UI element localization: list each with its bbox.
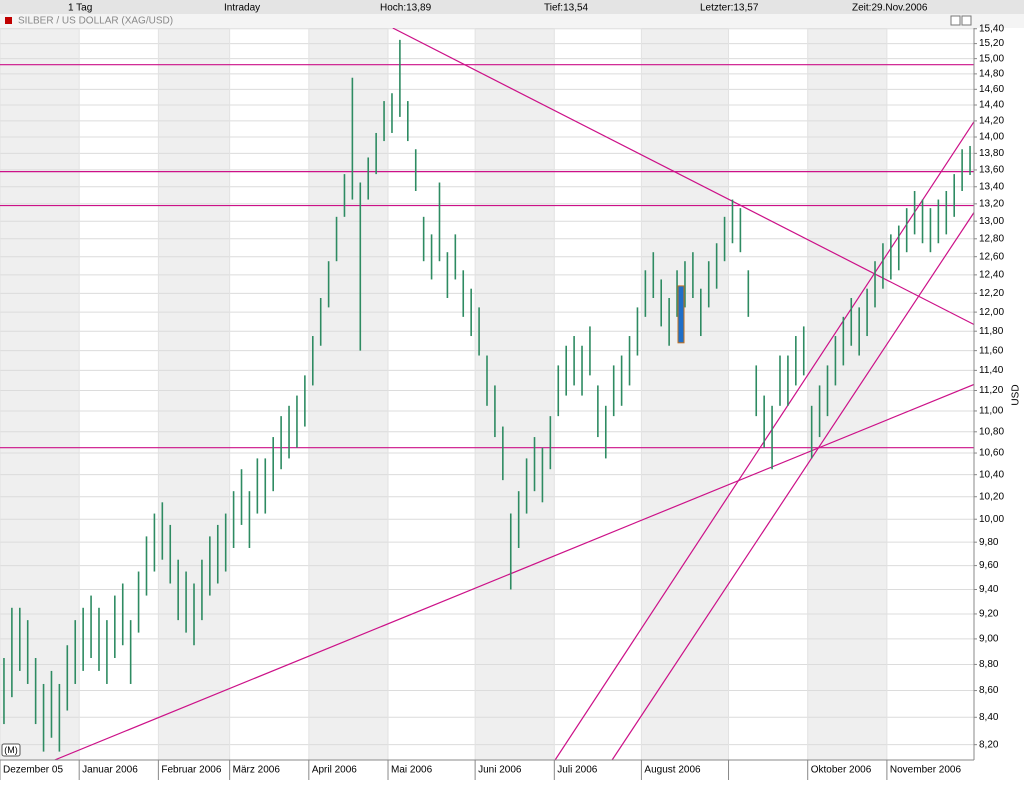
x-tick-label: Oktober 2006	[811, 765, 872, 776]
y-tick-label: 9,20	[979, 609, 999, 620]
y-tick-label: 8,40	[979, 712, 999, 723]
y-tick-label: 8,20	[979, 739, 999, 750]
y-tick-label: 11,60	[979, 345, 1004, 356]
clipped-plot	[0, 28, 974, 760]
y-tick-label: 10,20	[979, 491, 1004, 502]
y-tick-label: 13,00	[979, 216, 1004, 227]
month-band	[475, 28, 555, 760]
trend-line	[54, 383, 974, 760]
y-tick-label: 11,20	[979, 385, 1004, 396]
y-tick-label: 10,80	[979, 426, 1004, 437]
window-button[interactable]	[950, 15, 961, 26]
y-tick-label: 12,20	[979, 288, 1004, 299]
month-band	[308, 28, 389, 760]
y-tick-label: 14,40	[979, 100, 1004, 111]
corner-box	[1, 743, 21, 757]
y-tick-label: 10,00	[979, 514, 1004, 525]
x-tick-label: Juli 2006	[557, 765, 597, 776]
header-mode: Intraday	[224, 3, 260, 14]
x-tick-label: Januar 2006	[82, 765, 138, 776]
header-high: Hoch:13,89	[380, 3, 432, 14]
close-button[interactable]	[961, 15, 972, 26]
x-tick-label: Februar 2006	[161, 765, 221, 776]
y-tick-label: 14,20	[979, 116, 1004, 127]
header-period: 1 Tag	[68, 3, 92, 14]
y-tick-label: 13,40	[979, 181, 1004, 192]
header-last: Letzter:13,57	[700, 3, 759, 14]
header-bar	[0, 0, 1024, 14]
x-tick-label: November 2006	[890, 765, 962, 776]
y-tick-label: 9,60	[979, 560, 999, 571]
trend-line	[392, 28, 974, 326]
y-tick-label: 14,80	[979, 69, 1004, 80]
y-tick-label: 9,00	[979, 634, 999, 645]
y-tick-label: 13,80	[979, 148, 1004, 159]
x-tick-label: August 2006	[644, 765, 701, 776]
y-tick-label: 15,40	[979, 23, 1004, 34]
x-tick-label: März 2006	[233, 765, 281, 776]
month-band	[807, 28, 887, 760]
month-band	[158, 28, 230, 760]
title-bar	[0, 14, 1024, 28]
y-tick-label: 11,80	[979, 326, 1004, 337]
y-tick-label: 8,80	[979, 659, 999, 670]
y-tick-label: 10,40	[979, 469, 1004, 480]
y-tick-label: 12,40	[979, 270, 1004, 281]
x-tick-label: Dezember 05	[3, 765, 63, 776]
y-tick-label: 13,60	[979, 165, 1004, 176]
trend-line	[611, 212, 974, 760]
y-tick-label: 11,40	[979, 365, 1004, 376]
y-tick-label: 9,80	[979, 537, 999, 548]
y-tick-label: 15,00	[979, 53, 1004, 64]
y-tick-label: 14,00	[979, 132, 1004, 143]
y-tick-label: 11,00	[979, 406, 1004, 417]
plot-area	[0, 28, 974, 760]
x-tick-label: Juni 2006	[478, 765, 522, 776]
series-icon	[5, 17, 12, 24]
header-time: Zeit:29.Nov.2006	[852, 3, 928, 14]
y-tick-label: 14,60	[979, 84, 1004, 95]
x-tick-label: April 2006	[312, 765, 357, 776]
y-tick-label: 10,60	[979, 448, 1004, 459]
y-tick-label: 15,20	[979, 38, 1004, 49]
y-axis-label: USD	[1011, 384, 1022, 405]
highlight-bar	[677, 285, 685, 344]
x-tick-label: Mai 2006	[391, 765, 433, 776]
chart-title: SILBER / US DOLLAR (XAG/USD)	[18, 16, 173, 27]
header-low: Tief:13,54	[544, 3, 589, 14]
y-tick-label: 9,40	[979, 584, 999, 595]
y-tick-label: 13,20	[979, 198, 1004, 209]
y-tick-label: 8,60	[979, 685, 999, 696]
month-band	[641, 28, 729, 760]
y-tick-label: 12,80	[979, 233, 1004, 244]
y-tick-label: 12,60	[979, 251, 1004, 262]
month-band	[0, 28, 80, 760]
y-tick-label: 12,00	[979, 307, 1004, 318]
corner-label: (M)	[4, 745, 18, 755]
